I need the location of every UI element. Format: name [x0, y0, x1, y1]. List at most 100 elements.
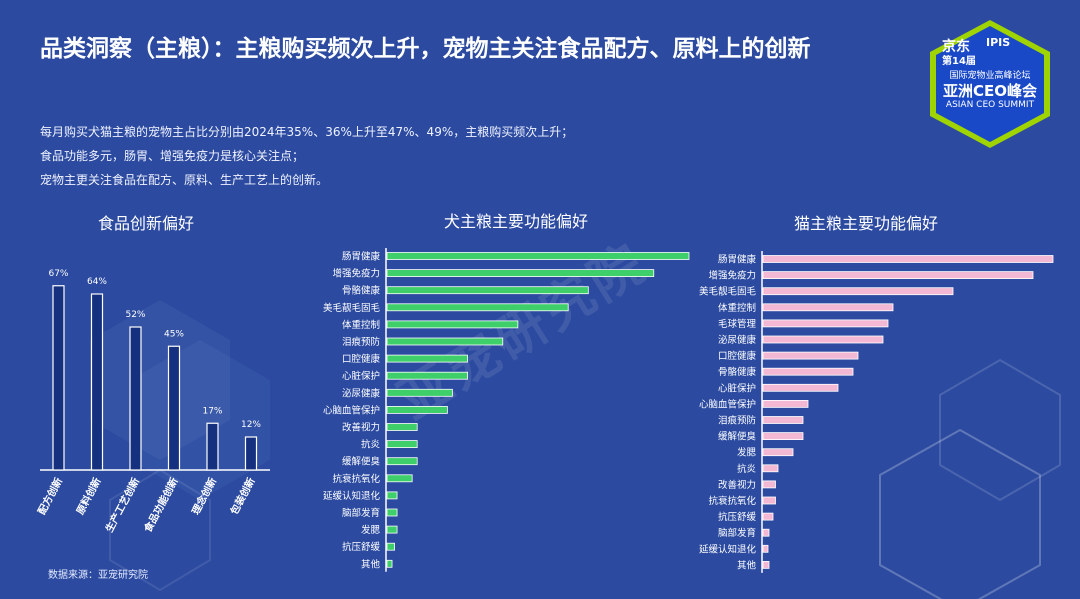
category-label: 抗压舒缓 [718, 511, 757, 523]
category-label: 心脑血管保护 [699, 398, 756, 410]
summary-line: 每月购买犬猫主粮的宠物主占比分别由2024年35%、36%上升至47%、49%，… [40, 125, 574, 139]
bar [386, 303, 569, 312]
category-label: 发腮 [737, 447, 757, 459]
category-label: 脑部发育 [718, 527, 756, 539]
bar [762, 303, 894, 312]
bar [762, 287, 954, 296]
bar [762, 416, 804, 424]
bar [762, 271, 1034, 280]
category-label: 口腔健康 [718, 350, 757, 362]
logo-jd-text: 京东 [942, 39, 970, 55]
category-label: 心脏保护 [718, 382, 756, 394]
chart-title-innovation: 食品创新偏好 [98, 214, 195, 233]
category-label: 增强免疫力 [332, 268, 380, 280]
bar [167, 345, 181, 471]
bar [386, 423, 418, 431]
bar [762, 496, 776, 505]
bar [762, 561, 770, 569]
category-label: 抗炎 [737, 463, 757, 475]
bar [386, 474, 413, 483]
summary-line: 食品功能多元，肠胃、增强免疫力是核心关注点； [40, 149, 305, 163]
data-label: 52% [125, 310, 145, 320]
category-label: 其他 [361, 558, 381, 570]
data-label: 64% [87, 277, 107, 287]
page-title: 品类洞察（主粮）：主粮购买频次上升，宠物主关注食品配方、原料上的创新 [40, 36, 811, 62]
category-label: 改善视力 [342, 422, 380, 434]
data-source: 数据来源：亚宠研究院 [48, 570, 148, 581]
category-label: 缓解便臭 [718, 431, 757, 443]
bar [762, 464, 779, 473]
category-label: 其他 [737, 559, 757, 571]
bar [386, 508, 398, 517]
logo-english-text: ASIAN CEO SUMMIT [945, 100, 1035, 110]
category-label: 抗衰抗氧化 [332, 473, 380, 485]
category-label: 美毛靓毛固毛 [699, 286, 757, 298]
chart-title-dog: 犬主粮主要功能偏好 [444, 212, 589, 231]
data-label: 12% [241, 420, 261, 430]
category-label: 美毛靓毛固毛 [323, 302, 381, 314]
category-label: 改善视力 [718, 479, 756, 491]
category-label: 肠胃健康 [342, 251, 381, 263]
bar [129, 326, 142, 471]
category-label: 口腔健康 [342, 353, 381, 365]
bar [386, 320, 519, 329]
category-label: 体重控制 [718, 302, 756, 314]
bar [762, 351, 859, 360]
category-label: 毛球管理 [718, 318, 757, 330]
bar [386, 525, 398, 534]
bar [762, 335, 884, 344]
bar [206, 422, 219, 471]
category-label: 抗衰抗氧化 [708, 495, 756, 507]
bar [762, 255, 1054, 263]
category-label: 泌尿健康 [718, 334, 757, 346]
bar [386, 405, 448, 414]
category-label: 泪痕预防 [718, 415, 757, 427]
bar [386, 440, 418, 449]
logo-ipis-text: IPIS [986, 36, 1011, 49]
bar [762, 448, 794, 457]
category-label: 心脑血管保护 [323, 404, 380, 416]
bar [762, 367, 854, 376]
category-label: 体重控制 [342, 319, 380, 331]
data-label: 17% [202, 406, 222, 416]
bar [386, 337, 504, 346]
category-label: 泪痕预防 [342, 336, 381, 348]
category-label: 抗压舒缓 [342, 541, 381, 553]
bar [52, 285, 65, 471]
summary-line: 宠物主更关注食品在配方、原料、生产工艺上的创新。 [40, 173, 329, 187]
category-label: 心脏保护 [342, 370, 380, 382]
category-label: 抗炎 [361, 439, 381, 451]
category-label: 骨骼健康 [718, 366, 757, 378]
bar [386, 491, 398, 500]
category-label: 泌尿健康 [342, 387, 381, 399]
bar [762, 544, 769, 553]
bar [762, 512, 774, 521]
logo-ceo-summit-text: 亚洲CEO峰会 [942, 82, 1037, 100]
chart-title-cat: 猫主粮主要功能偏好 [794, 214, 939, 233]
bar [386, 269, 655, 278]
bar [386, 559, 393, 568]
bar [762, 319, 889, 328]
category-label: 增强免疫力 [708, 270, 756, 282]
bar [762, 383, 839, 392]
bar [386, 457, 418, 466]
summit-logo: 京东 IPIS 第14届 国际宠物业高峰论坛 亚洲CEO峰会 ASIAN CEO… [926, 16, 1054, 148]
category-label: 骨骼健康 [342, 285, 381, 297]
bar [90, 293, 104, 471]
category-label: 缓解便臭 [342, 456, 381, 468]
bar [762, 528, 770, 537]
bar [762, 480, 776, 489]
category-label: 脑部发育 [342, 507, 380, 519]
bar [386, 354, 468, 363]
bar [762, 432, 804, 441]
logo-forum-text: 国际宠物业高峰论坛 [949, 71, 1031, 81]
bar [386, 542, 395, 551]
bar [386, 252, 690, 260]
logo-edition-text: 第14届 [942, 56, 976, 67]
bar [386, 388, 453, 397]
category-label: 发腮 [361, 524, 381, 536]
